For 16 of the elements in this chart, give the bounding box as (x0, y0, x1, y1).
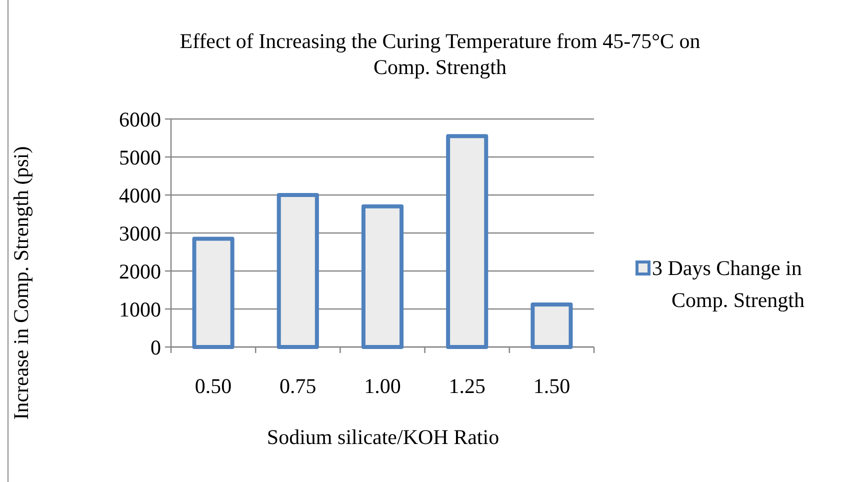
y-tick-label: 0 (150, 335, 161, 360)
y-tick-label: 4000 (119, 183, 161, 208)
x-tick-label: 0.50 (194, 374, 232, 398)
x-tick-label: 1.00 (364, 374, 401, 398)
x-axis-title: Sodium silicate/KOH Ratio (266, 425, 500, 449)
legend-label: 3 Days Change in Comp. Strength (652, 256, 805, 312)
y-tick-label: 6000 (119, 107, 161, 132)
x-tick-label: 0.75 (280, 374, 316, 398)
x-tick-label: 1.50 (533, 374, 570, 398)
y-tick-label: 5000 (119, 145, 161, 170)
chart-title: Effect of Increasing the Curing Temperature from 45-75°C on Comp. Strength (180, 29, 701, 79)
y-tick-label: 2000 (119, 259, 161, 284)
y-axis-title: Increase in Comp. Strength (psi) (9, 146, 33, 420)
x-tick-label: 1.25 (448, 374, 486, 398)
y-tick-label: 1000 (119, 297, 161, 322)
y-tick-label: 3000 (119, 221, 161, 246)
